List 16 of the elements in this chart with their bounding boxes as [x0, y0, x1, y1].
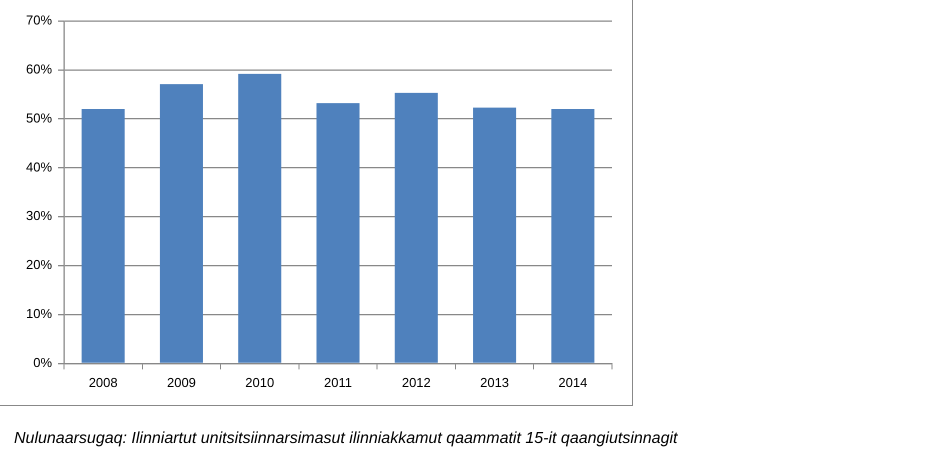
x-tick-label: 2010 — [245, 374, 274, 390]
x-tick-label: 2014 — [558, 374, 588, 390]
x-tick-label: 2013 — [480, 374, 510, 390]
x-tick-label: 2012 — [402, 374, 431, 390]
y-tick-label: 60% — [26, 61, 52, 76]
y-tick-label: 70% — [26, 12, 52, 28]
x-tick-label: 2011 — [324, 374, 352, 390]
y-tick-label: 50% — [26, 110, 52, 126]
y-tick-label: 30% — [26, 208, 52, 224]
y-tick-label: 40% — [26, 159, 52, 174]
y-tick-label: 0% — [33, 354, 52, 370]
x-tick-label: 2008 — [88, 374, 118, 390]
y-tick-label: 20% — [26, 257, 52, 272]
y-tick-label: 10% — [26, 306, 52, 322]
x-tick-label: 2009 — [166, 374, 196, 390]
text: Nulunaarsugaq: Ilinniartut unitsitsiinnarsimasut ilinniakkamut qaammatit 15-it qaangiutsinnagit — [14, 430, 678, 448]
